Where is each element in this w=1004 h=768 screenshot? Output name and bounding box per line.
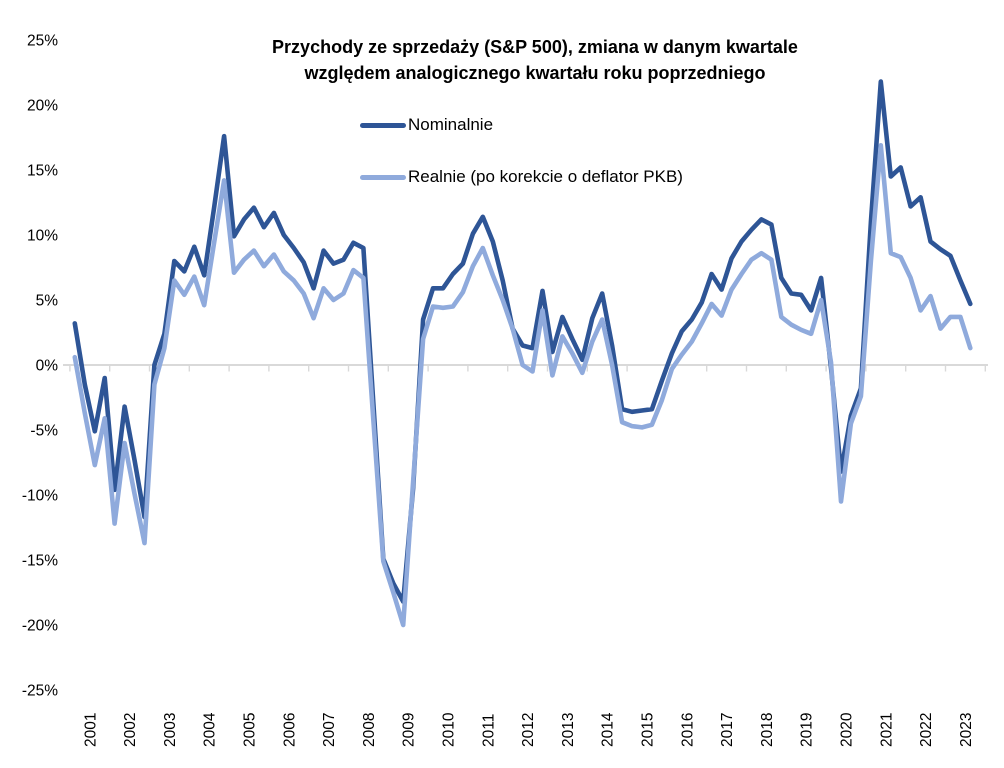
x-axis-label-2003: 2003: [162, 713, 179, 747]
x-axis-label-2023: 2023: [958, 713, 975, 747]
chart-title-line1: Przychody ze sprzedaży (S&P 500), zmiana…: [272, 37, 798, 57]
y-axis-label--25: -25%: [22, 683, 58, 700]
x-axis-label-2005: 2005: [242, 713, 259, 747]
x-axis-label-2004: 2004: [202, 712, 219, 747]
x-axis-label-2011: 2011: [480, 714, 497, 747]
legend-line-swatch: [360, 122, 406, 128]
y-axis-label-10: 10%: [27, 228, 58, 245]
y-axis-label--20: -20%: [22, 618, 58, 635]
x-axis-label-2019: 2019: [799, 713, 816, 747]
legend-line-swatch: [360, 174, 406, 180]
legend-label: Realnie (po korekcie o deflator PKB): [408, 167, 683, 186]
y-axis-label-20: 20%: [27, 98, 58, 115]
y-axis-label--10: -10%: [22, 488, 58, 505]
legend-label: Nominalnie: [408, 115, 494, 134]
y-axis-label-5: 5%: [36, 293, 59, 310]
x-axis-label-2021: 2021: [878, 713, 895, 747]
x-axis-label-2008: 2008: [361, 713, 378, 747]
chart-title: Przychody ze sprzedaży (S&P 500), zmiana…: [95, 34, 975, 86]
chart-title-line2: względem analogicznego kwartału roku pop…: [304, 63, 766, 83]
x-axis-label-2014: 2014: [600, 712, 617, 747]
x-axis-label-2009: 2009: [401, 713, 418, 747]
legend-item-realnie: Realnie (po korekcie o deflator PKB): [360, 162, 683, 192]
x-axis-label-2002: 2002: [122, 713, 139, 747]
x-axis-label-2007: 2007: [321, 713, 338, 747]
x-axis-label-2006: 2006: [281, 713, 298, 747]
y-axis-label--5: -5%: [30, 423, 58, 440]
x-axis-label-2017: 2017: [719, 713, 736, 747]
x-axis-label-2015: 2015: [640, 713, 657, 747]
y-axis-label-0: 0%: [36, 358, 59, 375]
y-axis-label-25: 25%: [27, 33, 58, 50]
x-axis-label-2016: 2016: [679, 713, 696, 747]
x-axis-label-2018: 2018: [759, 713, 776, 747]
chart-legend: Nominalnie Realnie (po korekcie o deflato…: [360, 110, 683, 214]
y-axis-label--15: -15%: [22, 553, 58, 570]
y-axis-label-15: 15%: [27, 163, 58, 180]
series-line-realnie: [72, 143, 973, 628]
x-axis-label-2022: 2022: [918, 713, 935, 747]
x-axis-label-2001: 2001: [82, 713, 99, 747]
x-axis-label-2010: 2010: [441, 712, 458, 747]
series-line-nominalnie: [72, 79, 973, 604]
x-axis-label-2013: 2013: [560, 713, 577, 747]
x-axis-label-2020: 2020: [839, 712, 856, 747]
legend-item-nominalnie: Nominalnie: [360, 110, 683, 140]
x-axis-label-2012: 2012: [520, 713, 537, 747]
